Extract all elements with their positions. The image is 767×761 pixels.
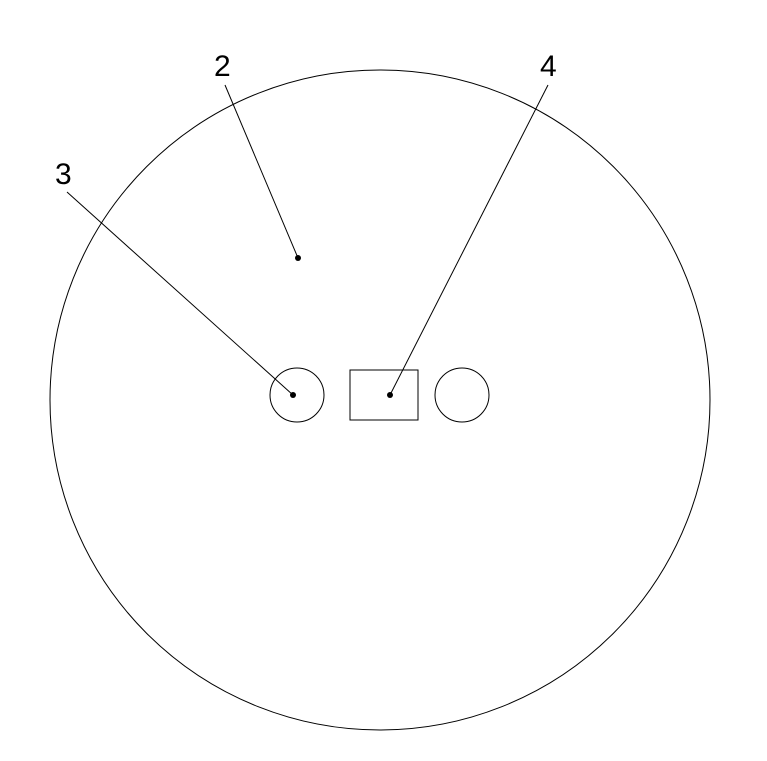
leader-line-2 [225,85,298,258]
label-2: 2 [214,50,231,84]
leader-dot-2 [295,255,301,261]
leader-line-4 [390,85,548,395]
leader-line-3 [67,192,293,395]
leader-dot-4 [387,392,393,398]
label-3: 3 [55,158,72,192]
leader-dot-3 [290,392,296,398]
diagram-canvas [0,0,767,761]
right-small-circle [435,368,489,422]
label-4: 4 [540,50,557,84]
center-rectangle [350,370,418,420]
left-small-circle [270,368,324,422]
large-circle [50,70,710,730]
